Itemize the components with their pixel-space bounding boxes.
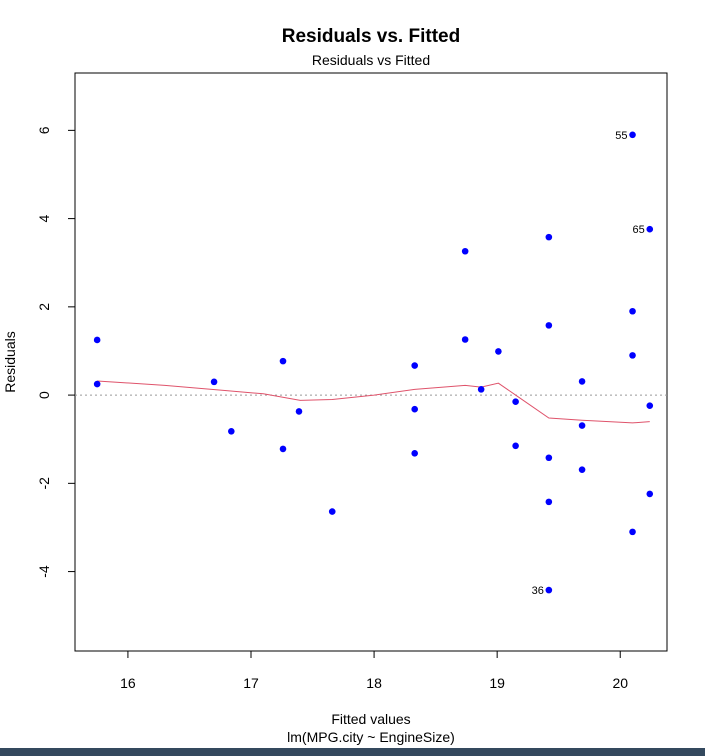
data-point: [228, 427, 235, 435]
x-axis: 16 17 18 19 20: [120, 651, 628, 691]
y-tick-label: 0: [36, 391, 52, 399]
outlier-label: 65: [633, 224, 645, 236]
data-point: [578, 378, 586, 385]
data-point: [629, 352, 636, 359]
data-point: [629, 528, 636, 536]
data-point: [93, 336, 101, 344]
model-formula-label: lm(MPG.city ~ EngineSize): [287, 729, 455, 745]
data-point: [328, 508, 336, 515]
data-point: [646, 490, 654, 498]
x-tick-label: 17: [243, 675, 259, 691]
y-tick-label: -2: [36, 477, 52, 490]
data-point: [545, 586, 553, 594]
y-axis-label: Residuals: [2, 331, 18, 392]
y-tick-label: 4: [36, 215, 52, 223]
data-point: [411, 450, 418, 457]
plot-frame: [74, 72, 668, 652]
data-point: [495, 348, 502, 355]
data-point: [461, 336, 469, 343]
y-tick-label: 6: [36, 126, 52, 134]
data-point: [93, 380, 101, 388]
data-point: [461, 247, 469, 255]
x-axis-label: Fitted values: [331, 711, 410, 727]
data-point: [512, 442, 519, 450]
data-point: [477, 386, 485, 393]
data-point: [210, 378, 218, 386]
data-point: [279, 445, 287, 453]
data-point: [279, 357, 287, 365]
data-point: [411, 405, 418, 413]
x-tick-label: 19: [489, 675, 505, 691]
data-point: [545, 233, 553, 241]
data-point: [646, 402, 654, 409]
y-tick-label: -4: [36, 565, 52, 578]
x-tick-label: 18: [366, 675, 382, 691]
chart-subtitle: Residuals vs Fitted: [312, 52, 430, 68]
data-point: [578, 422, 586, 429]
data-point: [646, 225, 654, 233]
smooth-line: [97, 380, 650, 424]
data-point: [578, 466, 586, 473]
outlier-labels: 36 55 65: [532, 130, 645, 597]
x-tick-label: 20: [612, 675, 628, 691]
y-axis: -4 -2 0 2 4 6: [36, 126, 75, 578]
chart-title: Residuals vs. Fitted: [282, 26, 460, 47]
data-point: [295, 408, 303, 415]
data-points: [93, 131, 654, 594]
data-point: [629, 307, 636, 315]
data-point: [545, 322, 553, 329]
data-point: [629, 131, 636, 139]
outlier-label: 55: [615, 130, 627, 142]
x-tick-label: 16: [120, 675, 136, 691]
data-point: [545, 498, 553, 506]
data-point: [411, 362, 418, 369]
y-tick-label: 2: [36, 303, 52, 311]
outlier-label: 36: [532, 585, 544, 597]
data-point: [545, 454, 553, 462]
data-point: [512, 398, 519, 406]
window-bottom-bar: [0, 748, 705, 756]
